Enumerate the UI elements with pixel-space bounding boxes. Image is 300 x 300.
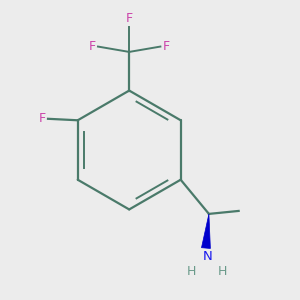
Text: H: H [218, 265, 227, 278]
Polygon shape [202, 214, 210, 248]
Text: F: F [88, 40, 96, 53]
Text: N: N [202, 250, 212, 262]
Text: H: H [187, 265, 196, 278]
Text: F: F [38, 112, 46, 125]
Text: F: F [126, 12, 133, 25]
Text: F: F [163, 40, 170, 53]
